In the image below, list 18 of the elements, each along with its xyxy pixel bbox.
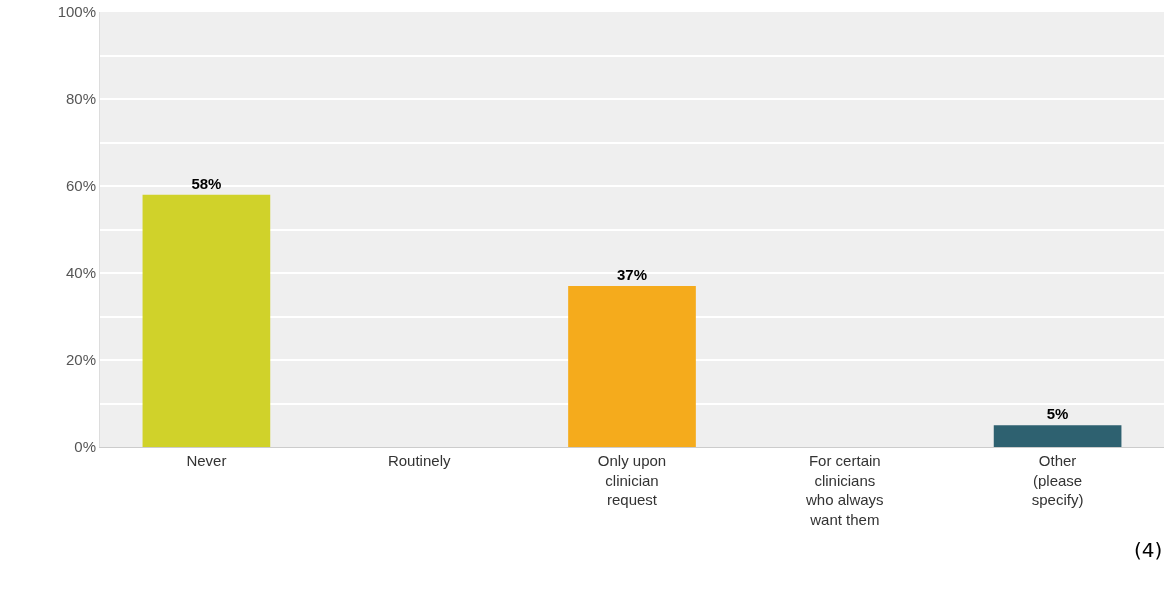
y-tick-label: 100% — [57, 3, 96, 21]
data-label: 37% — [616, 266, 648, 284]
data-label: 58% — [191, 174, 222, 192]
x-tick-label: For certain clinicians who always want them — [805, 452, 884, 528]
y-tick-label: 80% — [65, 90, 96, 108]
text: (4) — [1134, 538, 1163, 562]
x-tick-label: Other (please specify) — [1031, 452, 1084, 508]
x-tick-label: Routinely — [387, 452, 451, 469]
y-tick-label: 60% — [65, 177, 96, 195]
y-tick-label: 20% — [65, 351, 96, 369]
data-label: 5% — [1046, 405, 1069, 423]
bar — [993, 425, 1122, 447]
y-tick-label: 40% — [65, 264, 96, 282]
x-tick-label: Only upon clinician request — [597, 452, 667, 508]
bar — [142, 194, 271, 447]
bar — [568, 286, 696, 447]
x-tick-label: Never — [186, 452, 227, 469]
y-tick-label: 0% — [74, 438, 96, 456]
